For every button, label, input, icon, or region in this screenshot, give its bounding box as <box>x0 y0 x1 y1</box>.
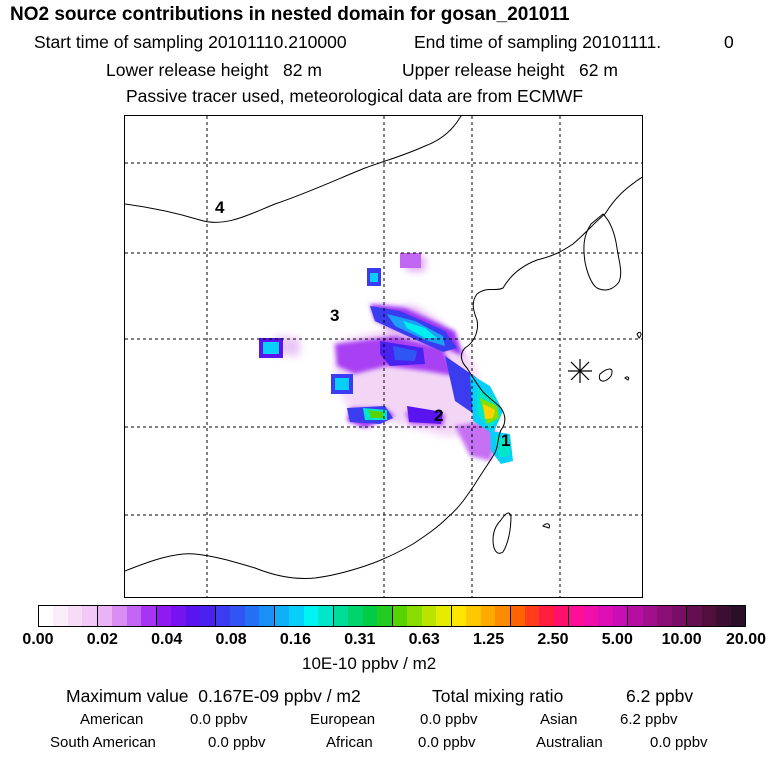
colorbar-units: 10E-10 ppbv / m2 <box>302 654 437 673</box>
colorbar-segment <box>716 606 731 626</box>
colorbar-segment <box>671 606 688 626</box>
region-asian-value: 6.2 ppbv <box>620 711 678 728</box>
colorbar-tick-label: 0.02 <box>86 631 118 648</box>
colorbar-segment <box>289 606 304 626</box>
region-australian-label: Australian <box>536 734 603 751</box>
coastlines <box>125 116 642 579</box>
colorbar-segment <box>583 606 599 626</box>
concentration-field <box>259 253 513 464</box>
colorbar-tick-label: 0.08 <box>215 631 247 648</box>
colorbar-segment <box>392 606 408 626</box>
colorbar-segment <box>333 606 349 626</box>
summary-max-line: Maximum value 0.167E-09 ppbv / m2 <box>66 686 361 707</box>
end-time-hour: 0 <box>724 32 734 52</box>
colorbar-segment <box>171 606 186 626</box>
lower-release-label: Lower release height 82 m <box>106 60 322 80</box>
region-american-value: 0.0 ppbv <box>190 711 248 728</box>
region-australian-value: 0.0 ppbv <box>650 734 708 751</box>
colorbar-segment <box>510 606 525 626</box>
colorbar-tick-label: 0.63 <box>408 631 440 648</box>
colorbar-segment <box>244 606 260 626</box>
region-european-value: 0.0 ppbv <box>420 711 478 728</box>
colorbar-tick-label: 0.04 <box>151 631 183 648</box>
tracer-note: Passive tracer used, meteorological data… <box>126 86 584 106</box>
region-african-label: African <box>326 734 373 751</box>
colorbar-tick-label: 0.00 <box>22 631 54 648</box>
colorbar-segment <box>657 606 672 626</box>
colorbar-segment <box>156 606 172 626</box>
colorbar-segment <box>569 606 584 626</box>
colorbar-segment <box>318 606 334 626</box>
colorbar-tick-label: 20.00 <box>725 631 767 648</box>
max-value-label: Maximum value <box>66 686 189 706</box>
colorbar-tick-label: 0.16 <box>279 631 312 648</box>
colorbar-tick-label: 0.31 <box>344 631 376 648</box>
lat-lon-grid <box>125 116 642 597</box>
colorbar-segment <box>126 606 142 626</box>
region-label-1: 1 <box>501 431 510 450</box>
colorbar-tick-label: 10.00 <box>661 631 702 648</box>
colorbar-segment <box>421 606 437 626</box>
colorbar-segment <box>539 606 554 626</box>
colorbar-segment <box>259 606 275 626</box>
start-time-label: Start time of sampling 20101110.210000 <box>34 32 347 52</box>
colorbar-segment <box>185 606 201 626</box>
colorbar-segment <box>362 606 378 626</box>
total-mixing-label: Total mixing ratio <box>432 686 564 706</box>
colorbar-segment <box>598 606 613 626</box>
colorbar-segment <box>200 606 216 626</box>
colorbar-segment <box>112 606 127 626</box>
colorbar-segment <box>230 606 245 626</box>
total-mixing-value: 6.2 ppbv <box>626 686 694 706</box>
map-canvas: 4 3 2 1 <box>125 116 642 597</box>
region-asian-label: Asian <box>540 711 578 728</box>
colorbar-tick-label: 2.50 <box>537 631 569 648</box>
colorbar-segment <box>82 606 98 626</box>
colorbar-segment <box>274 606 290 626</box>
colorbar-segment <box>642 606 658 626</box>
end-time-label: End time of sampling 20101111. <box>414 32 662 52</box>
colorbar-segment <box>480 606 496 626</box>
colorbar-segment <box>628 606 643 626</box>
max-value: 0.167E-09 ppbv / m2 <box>198 686 361 706</box>
colorbar-tick-label: 5.00 <box>601 631 633 648</box>
colorbar-tick-label: 1.25 <box>472 631 505 648</box>
colorbar-segment <box>612 606 629 626</box>
colorbar-segment <box>377 606 393 626</box>
map-panel: 4 3 2 1 <box>124 115 643 598</box>
colorbar-segment <box>39 606 54 626</box>
colorbar-segment <box>436 606 452 626</box>
colorbar-segment <box>524 606 540 626</box>
colorbar-segment <box>97 606 113 626</box>
region-african-value: 0.0 ppbv <box>418 734 476 751</box>
region-label-4: 4 <box>215 198 225 217</box>
colorbar-segment <box>466 606 481 626</box>
region-south-american-label: South American <box>50 734 156 751</box>
colorbar-segment <box>495 606 511 626</box>
region-label-3: 3 <box>330 306 339 325</box>
colorbar-segment <box>303 606 319 626</box>
colorbar <box>38 605 746 627</box>
colorbar-segment <box>553 606 570 626</box>
colorbar-segment <box>53 606 68 626</box>
colorbar-segment <box>451 606 467 626</box>
colorbar-segment <box>407 606 422 626</box>
colorbar-segment <box>730 606 746 626</box>
region-south-american-value: 0.0 ppbv <box>208 734 266 751</box>
gosan-receptor-star <box>568 359 592 383</box>
region-label-2: 2 <box>434 406 443 425</box>
colorbar-segment <box>141 606 157 626</box>
colorbar-segment <box>687 606 702 626</box>
colorbar-segment <box>348 606 363 626</box>
colorbar-segment <box>67 606 83 626</box>
region-european-label: European <box>310 711 376 728</box>
region-american-label: American <box>80 711 144 728</box>
colorbar-segment <box>701 606 717 626</box>
colorbar-segment <box>215 606 231 626</box>
chart-title: NO2 source contributions in nested domai… <box>10 4 570 25</box>
upper-release-label: Upper release height 62 m <box>402 60 618 80</box>
